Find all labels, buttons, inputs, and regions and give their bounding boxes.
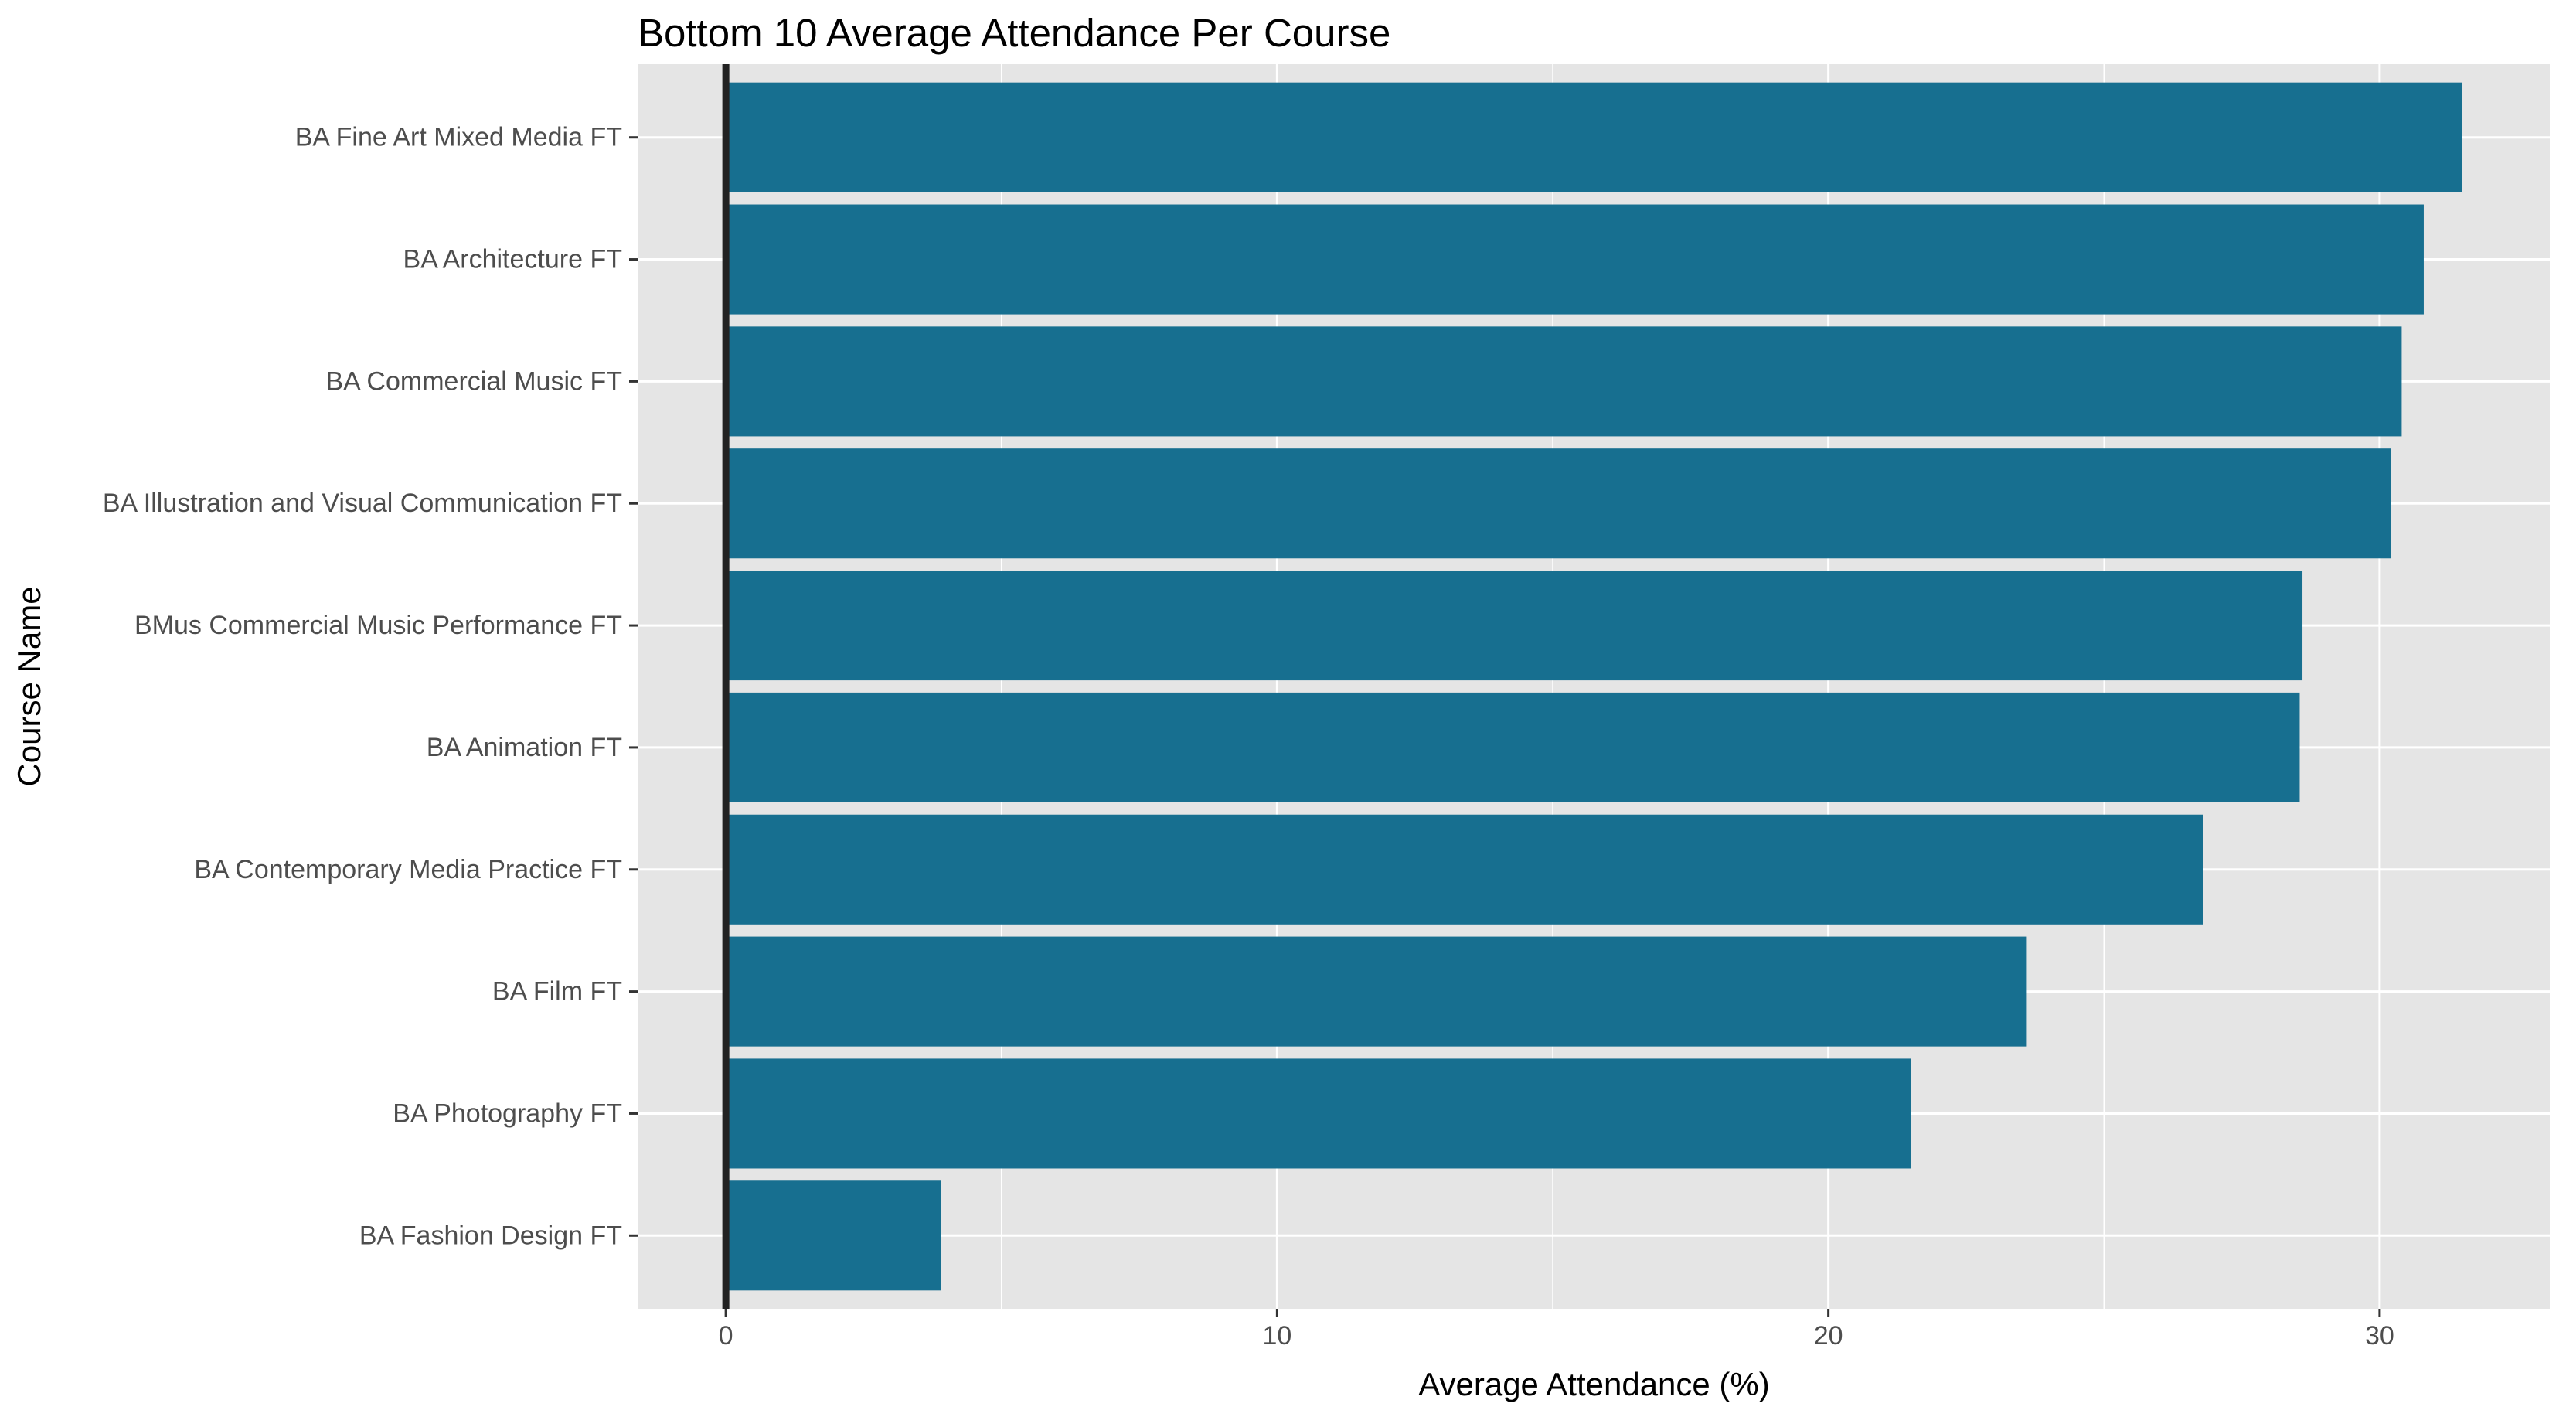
y-tick-label: BA Fine Art Mixed Media FT xyxy=(295,123,622,152)
bar xyxy=(726,692,2300,802)
x-tick-label: 0 xyxy=(719,1321,733,1351)
x-axis-ticks: 0 10 20 30 xyxy=(719,1309,2394,1351)
y-tick-label: BA Illustration and Visual Communication… xyxy=(103,489,622,518)
x-tick-label: 10 xyxy=(1262,1321,1291,1351)
x-tick-label: 30 xyxy=(2365,1321,2394,1351)
y-tick-label: BA Photography FT xyxy=(393,1099,622,1128)
y-axis-ticks: BA Fine Art Mixed Media FT BA Architectur… xyxy=(103,123,638,1250)
bar xyxy=(726,1180,941,1291)
bar xyxy=(726,814,2203,925)
y-tick-label: BA Film FT xyxy=(492,977,622,1007)
bar xyxy=(726,82,2462,192)
bar xyxy=(726,571,2303,681)
bar xyxy=(726,326,2402,437)
y-tick-label: BA Commercial Music FT xyxy=(326,366,623,396)
chart-title: Bottom 10 Average Attendance Per Course xyxy=(638,11,1390,55)
y-tick-label: BA Fashion Design FT xyxy=(359,1221,622,1250)
y-tick-label: BA Animation FT xyxy=(427,733,622,762)
y-axis-title: Course Name xyxy=(11,586,47,786)
x-axis-title: Average Attendance (%) xyxy=(1418,1366,1770,1402)
bar xyxy=(726,204,2424,315)
bar xyxy=(726,448,2391,559)
y-tick-label: BA Contemporary Media Practice FT xyxy=(194,855,622,884)
bars xyxy=(726,82,2462,1291)
bar xyxy=(726,1058,1911,1169)
y-tick-label: BMus Commercial Music Performance FT xyxy=(134,611,622,640)
bar xyxy=(726,936,2027,1047)
x-tick-label: 20 xyxy=(1814,1321,1843,1351)
y-tick-label: BA Architecture FT xyxy=(403,245,622,274)
